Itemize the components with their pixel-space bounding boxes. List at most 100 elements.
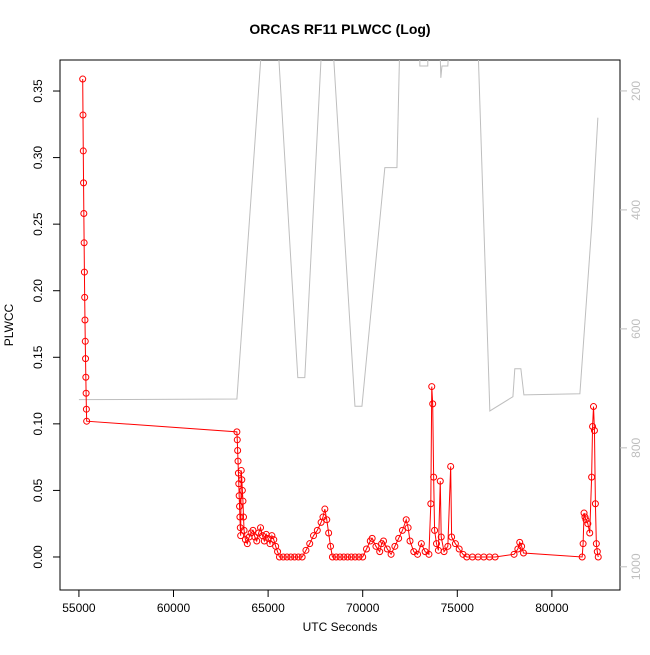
- data-point: [594, 553, 602, 561]
- x-tick-label: 70000: [346, 601, 380, 615]
- data-point: [336, 553, 344, 561]
- y-axis-label: PLWCC: [2, 303, 16, 346]
- data-point: [298, 553, 306, 561]
- data-point: [437, 533, 445, 541]
- data-point: [82, 355, 90, 363]
- data-point: [83, 417, 91, 425]
- data-point: [233, 428, 241, 436]
- data-point: [287, 553, 295, 561]
- data-point: [240, 526, 248, 534]
- data-point: [81, 337, 89, 345]
- data-point: [257, 524, 265, 532]
- data-point: [387, 550, 395, 558]
- data-point: [283, 553, 291, 561]
- data-point: [313, 526, 321, 534]
- data-point: [351, 553, 359, 561]
- data-point: [79, 147, 87, 155]
- data-point: [306, 540, 314, 548]
- data-point: [590, 427, 598, 435]
- data-point: [270, 536, 278, 544]
- data-point: [238, 476, 246, 484]
- data-point: [294, 553, 302, 561]
- data-point: [518, 542, 526, 550]
- y-tick-label: 0.05: [31, 478, 45, 502]
- data-point: [321, 505, 329, 513]
- data-point: [520, 549, 528, 557]
- data-point: [251, 533, 259, 541]
- data-point: [590, 403, 598, 411]
- data-point: [429, 400, 437, 408]
- data-point: [235, 492, 243, 500]
- data-point: [592, 540, 600, 548]
- data-point: [340, 553, 348, 561]
- data-point: [310, 532, 318, 540]
- data-point: [347, 553, 355, 561]
- data-point: [404, 524, 412, 532]
- data-point: [344, 553, 352, 561]
- y-tick-label: 0.30: [31, 146, 45, 170]
- data-point: [82, 373, 90, 381]
- data-point: [430, 473, 438, 481]
- data-point: [323, 516, 331, 524]
- y2-tick-label: 400: [629, 200, 643, 220]
- y2-tick-label: 1000: [629, 553, 643, 580]
- data-point: [436, 477, 444, 485]
- data-point: [234, 446, 242, 454]
- data-point: [444, 542, 452, 550]
- data-point: [427, 500, 435, 508]
- data-point: [431, 526, 439, 534]
- x-tick-label: 60000: [157, 601, 191, 615]
- data-point: [417, 540, 425, 548]
- data-point: [233, 436, 241, 444]
- data-point: [236, 502, 244, 510]
- y-tick-label: 0.25: [31, 212, 45, 236]
- x-tick-label: 65000: [251, 601, 285, 615]
- data-point: [428, 383, 436, 391]
- data-point: [432, 540, 440, 548]
- data-point: [406, 537, 414, 545]
- series-line: [82, 79, 599, 558]
- data-point: [380, 537, 388, 545]
- y-tick-label: 0.35: [31, 79, 45, 103]
- x-axis-label: UTC Seconds: [303, 620, 378, 634]
- chart-title: ORCAS RF11 PLWCC (Log): [249, 21, 430, 37]
- data-point: [591, 500, 599, 508]
- data-point: [80, 239, 88, 247]
- data-point: [588, 473, 596, 481]
- data-point: [79, 75, 87, 83]
- data-point: [279, 553, 287, 561]
- data-point: [391, 542, 399, 550]
- data-point: [81, 293, 89, 301]
- data-point: [451, 540, 459, 548]
- data-point: [586, 529, 594, 537]
- data-point: [266, 540, 274, 548]
- data-point: [82, 405, 90, 413]
- data-point: [593, 548, 601, 556]
- y-tick-label: 0.15: [31, 345, 45, 369]
- y-tick-label: 0.20: [31, 279, 45, 303]
- data-point: [516, 538, 524, 546]
- data-point: [327, 542, 335, 550]
- plot-box: [59, 59, 621, 591]
- data-point: [81, 316, 89, 324]
- y2-tick-label: 600: [629, 319, 643, 339]
- data-point: [302, 546, 310, 554]
- data-point: [510, 550, 518, 558]
- data-point: [368, 534, 376, 542]
- data-point: [240, 513, 248, 521]
- y2-tick-label: 800: [629, 438, 643, 458]
- data-point: [395, 534, 403, 542]
- data-point: [328, 553, 336, 561]
- data-point: [237, 532, 245, 540]
- data-point: [402, 516, 410, 524]
- data-point: [268, 532, 276, 540]
- series-line: [78, 60, 599, 412]
- x-tick-label: 55000: [62, 601, 96, 615]
- data-point: [578, 553, 586, 561]
- data-point: [447, 462, 455, 470]
- data-point: [249, 526, 257, 534]
- data-point: [579, 540, 587, 548]
- data-point: [376, 548, 384, 556]
- data-point: [253, 537, 261, 545]
- data-point: [325, 529, 333, 537]
